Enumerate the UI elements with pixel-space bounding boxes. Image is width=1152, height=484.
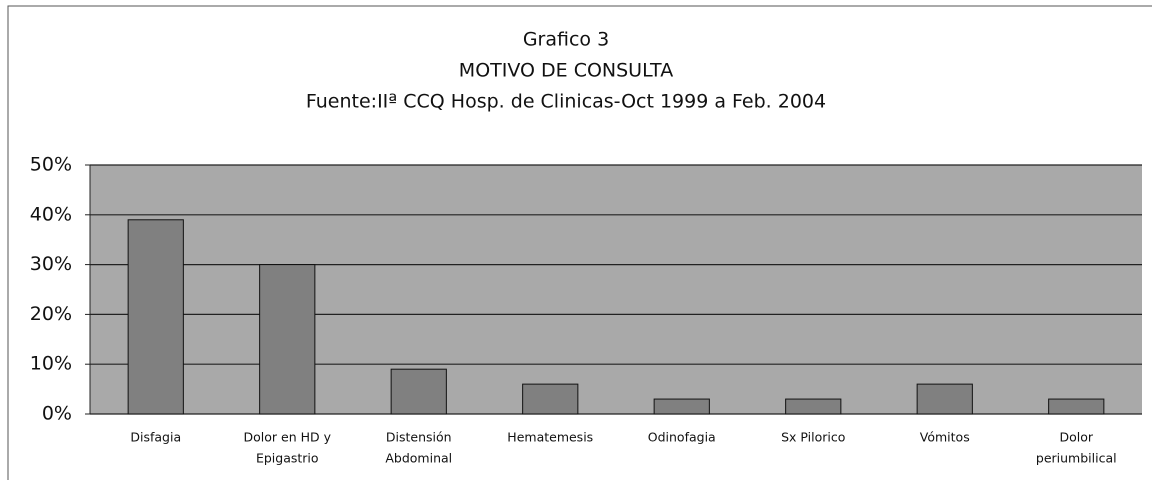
x-tick-label: Sx Pilorico [781,430,845,445]
x-tick-label: Disfagia [130,430,181,445]
x-tick-label: Hematemesis [507,430,593,445]
y-tick-label: 10% [30,353,72,375]
bar [127,219,184,415]
x-tick-label: Abdominal [385,451,452,466]
bar [916,383,973,415]
bar [522,383,579,415]
y-tick-label: 20% [30,303,72,325]
x-tick-label: periumbilical [1036,451,1117,466]
x-tick-label: Dolor [1059,430,1093,445]
x-tick-label: Epigastrio [256,451,319,466]
bar [785,398,842,415]
x-tick-label: Odinofagia [648,430,716,445]
y-tick-label: 0% [42,403,72,425]
y-tick-label: 40% [30,203,72,225]
bar [653,398,710,415]
y-tick-label: 50% [30,154,72,176]
chart-title: Grafico 3 [523,29,609,51]
x-tick-label: Dolor en HD y [244,430,332,445]
y-tick-label: 30% [30,253,72,275]
bar [390,368,447,415]
x-tick-label: Vómitos [920,430,970,445]
chart-title: MOTIVO DE CONSULTA [459,60,673,82]
chart-title: Fuente:IIª CCQ Hosp. de Clinicas-Oct 199… [306,91,826,113]
x-tick-label: Distensión [386,430,452,445]
bar [259,264,316,415]
bar [1048,398,1105,415]
plot-area [90,165,1142,414]
